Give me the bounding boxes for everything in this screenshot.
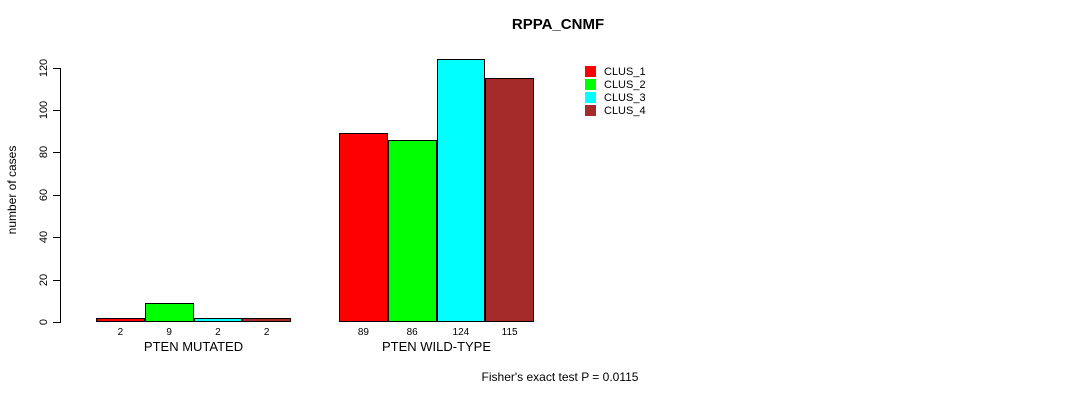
chart-title: RPPA_CNMF [511,16,605,33]
y-tick-mark [53,322,60,323]
legend-swatch-clus-3 [585,92,596,103]
bar-clus-3-pten-wild-type [436,59,486,322]
bar-value-label: 124 [452,327,470,338]
bar-clus-2-pten-mutated [144,303,194,322]
y-tick-label: 40 [38,231,50,244]
y-axis-line [60,67,61,323]
y-tick-label: 100 [38,100,50,120]
bar-value-label: 89 [357,327,369,338]
y-tick-label: 120 [38,58,50,77]
bar-value-label: 2 [263,327,270,338]
legend-row-clus-4: CLUS_4 [585,104,646,117]
y-tick-label: 60 [38,188,50,201]
legend-swatch-clus-4 [585,105,596,116]
stat-test-caption: Fisher's exact test P = 0.0115 [481,370,639,384]
legend-row-clus-2: CLUS_2 [585,78,646,91]
bar-value-label: 2 [215,327,221,338]
y-tick-label: 0 [38,318,50,326]
y-tick-mark [53,110,60,111]
y-tick-label: 80 [38,146,50,159]
legend: CLUS_1 CLUS_2 CLUS_3 CLUS_4 [585,65,646,117]
group-label-pten-wild-type: PTEN WILD-TYPE [381,339,492,354]
y-tick-mark [53,279,60,281]
group-label-pten-mutated: PTEN MUTATED [143,339,244,354]
bar-value-label: 2 [117,327,124,338]
bar-clus-1-pten-mutated [96,318,145,322]
bar-clus-4-pten-wild-type [485,78,534,322]
legend-label: CLUS_1 [604,65,646,78]
legend-label: CLUS_2 [604,78,646,91]
bar-value-label: 86 [406,327,418,338]
legend-row-clus-1: CLUS_1 [585,65,646,78]
legend-swatch-clus-1 [585,66,596,77]
y-tick-label: 20 [38,273,50,286]
bar-clus-4-pten-mutated [242,318,291,322]
bar-clus-1-pten-wild-type [339,133,388,322]
y-tick-mark [53,67,60,69]
legend-row-clus-3: CLUS_3 [585,91,646,104]
legend-label: CLUS_4 [604,104,646,117]
bar-clus-3-pten-mutated [193,318,243,322]
bar-clus-2-pten-wild-type [387,140,437,322]
y-tick-mark [53,152,60,154]
y-tick-mark [53,194,60,196]
bar-value-label: 9 [166,327,172,338]
legend-label: CLUS_3 [604,91,646,104]
bar-value-label: 115 [501,327,518,338]
legend-swatch-clus-2 [585,79,596,90]
y-tick-mark [53,237,60,239]
